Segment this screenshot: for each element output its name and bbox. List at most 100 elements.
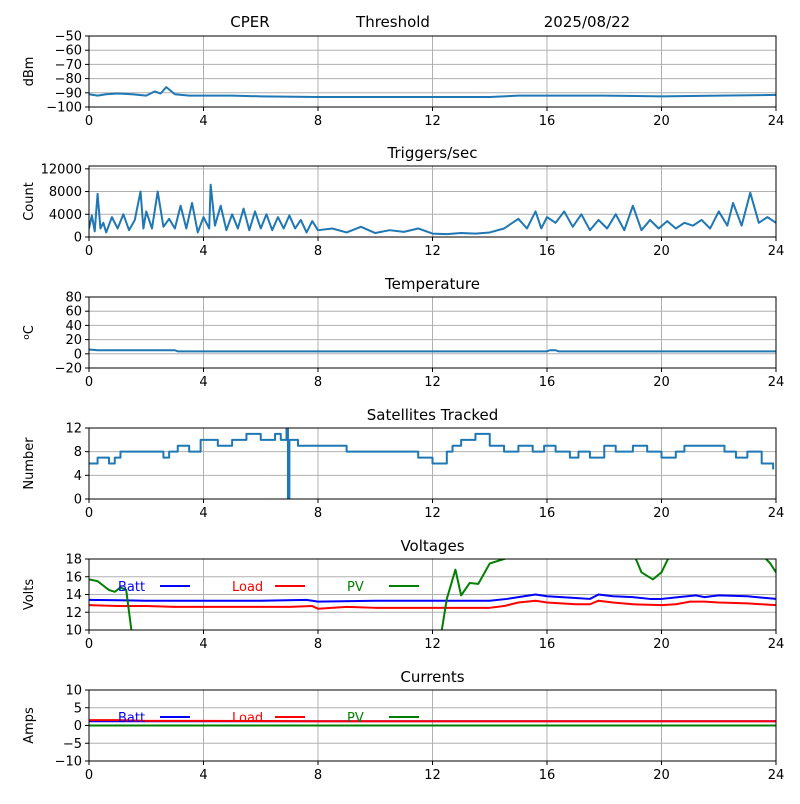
panel-title: Currents [400,668,464,686]
y-tick-label: 0 [74,719,82,734]
y-tick-label: −50 [55,30,82,45]
x-tick-label: 12 [424,506,441,521]
y-tick-label: 80 [65,291,82,306]
x-tick-label: 24 [768,244,785,259]
series-line-pv [89,559,776,630]
panel-title: Triggers/sec [387,144,478,162]
station-label: CPER [230,13,269,31]
series-line-satellites [89,428,775,499]
x-tick-label: 8 [314,375,322,390]
x-tick-label: 8 [314,114,322,129]
x-tick-label: 4 [199,375,207,390]
y-tick-label: 5 [74,701,82,716]
y-tick-label: 8000 [49,185,82,200]
y-tick-label: −90 [55,86,82,101]
x-tick-label: 24 [768,375,785,390]
y-tick-label: 12 [65,606,82,621]
x-tick-label: 0 [85,375,93,390]
y-axis-label: oC [22,325,37,340]
y-tick-label: 18 [65,553,82,568]
y-tick-label: 12 [65,422,82,437]
x-tick-label: 12 [424,375,441,390]
y-tick-label: −20 [55,362,82,377]
series-line-signal [89,86,776,99]
x-tick-label: 4 [199,244,207,259]
x-tick-label: 12 [424,637,441,652]
x-tick-label: 24 [768,506,785,521]
y-axis-label: Number [22,437,37,490]
legend-label-pv: PV [347,580,364,595]
x-tick-label: 4 [199,768,207,783]
y-tick-label: −100 [46,101,82,116]
y-tick-label: −5 [63,737,82,752]
y-tick-label: 0 [74,231,82,246]
x-tick-label: 8 [314,768,322,783]
panel-signal: 0 4 8 12 16 20 24 −100−90−80−70−60−50 dBm [22,30,784,130]
mode-label: Threshold [355,13,430,31]
x-tick-label: 0 [85,244,93,259]
y-axis-label: dBm [22,57,37,87]
x-tick-label: 12 [424,244,441,259]
y-tick-label: 10 [65,684,82,699]
x-tick-label: 4 [199,506,207,521]
y-tick-label: 16 [65,570,82,585]
x-tick-label: 4 [199,114,207,129]
y-tick-label: 10 [65,624,82,639]
y-tick-label: 4 [74,469,82,484]
y-tick-label: 4000 [49,208,82,223]
x-tick-label: 20 [653,768,670,783]
y-tick-label: 40 [65,319,82,334]
y-tick-label: −80 [55,72,82,87]
x-tick-label: 12 [424,114,441,129]
legend-label-batt: Batt [118,580,145,595]
x-tick-label: 20 [653,244,670,259]
x-tick-label: 16 [539,244,556,259]
panel-title: Satellites Tracked [367,406,498,424]
y-tick-label: −60 [55,44,82,59]
legend-label-pv: PV [347,711,364,726]
y-axis-label: Volts [22,579,37,611]
x-tick-label: 20 [653,637,670,652]
x-tick-label: 20 [653,114,670,129]
x-tick-label: 8 [314,637,322,652]
x-tick-label: 24 [768,768,785,783]
legend-label-load: Load [232,711,263,726]
x-tick-label: 20 [653,375,670,390]
panel-title: Temperature [384,275,480,293]
series-line-triggers [89,183,776,236]
x-tick-label: 4 [199,637,207,652]
panel-satellites: 0 4 8 12 16 20 24 0 4 8 12 Satellites Tracked Number [22,406,784,521]
x-tick-label: 0 [85,637,93,652]
panel-voltages: 0 4 8 12 16 20 24 10 12 14 16 18 Voltages Volts Batt Lo… [22,537,784,652]
y-tick-label: 60 [65,305,82,320]
x-tick-label: 16 [539,114,556,129]
x-tick-label: 8 [314,244,322,259]
x-tick-label: 0 [85,768,93,783]
x-tick-label: 12 [424,768,441,783]
y-axis-label: Amps [22,707,37,744]
panel-triggers: 0 4 8 12 16 20 24 0 4000 8000 12000 Triggers/sec Cou… [22,144,784,259]
panel-title: Voltages [400,537,464,555]
x-tick-label: 20 [653,506,670,521]
x-tick-label: 24 [768,114,785,129]
y-tick-label: 0 [74,347,82,362]
date-label: 2025/08/22 [544,13,630,31]
y-tick-label: −10 [55,755,82,770]
x-tick-label: 16 [539,768,556,783]
panel-currents: 0 4 8 12 16 20 24 −10 −5 0 5 10 Currents Amps Batt Load… [22,668,784,783]
legend-label-load: Load [232,580,263,595]
x-tick-label: 0 [85,506,93,521]
x-tick-label: 16 [539,375,556,390]
series-line-temperature [89,348,776,353]
series-line-load [89,719,776,723]
y-tick-label: 0 [74,493,82,508]
y-tick-label: −70 [55,58,82,73]
y-axis-label: Count [22,182,37,221]
x-tick-label: 8 [314,506,322,521]
x-tick-label: 0 [85,114,93,129]
series-line-batt [89,593,776,603]
